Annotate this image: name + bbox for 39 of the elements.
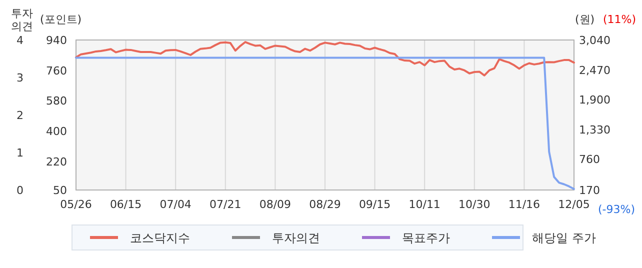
- x-tick-label: 10/30: [458, 198, 490, 211]
- legend-label: 목표주가: [402, 231, 450, 245]
- x-tick-label: 06/15: [110, 198, 142, 211]
- x-tick-label: 09/15: [358, 198, 391, 211]
- x-tick-label: 07/04: [160, 198, 192, 211]
- y-tick-label: 0: [16, 184, 24, 197]
- x-tick-label: 08/09: [259, 198, 292, 211]
- text: (11%): [603, 13, 636, 26]
- y2-axis-title: (포인트): [40, 13, 82, 26]
- line-series: [75, 56, 575, 190]
- line-series: [75, 41, 575, 76]
- y2-tick-label: 940: [46, 34, 67, 47]
- y3-tick-label: 170: [579, 184, 600, 197]
- y2-tick-label: 400: [46, 125, 67, 138]
- y3-tick-label: 2,470: [579, 64, 610, 77]
- y2-tick-label: 760: [46, 64, 67, 78]
- y2-tick-label: 220: [46, 155, 67, 168]
- y3-axis-title: (원): [575, 13, 595, 26]
- y2-tick-label: 50: [53, 184, 67, 197]
- legend-label: 투자의견: [272, 231, 320, 245]
- x-tick-label: 10/11: [408, 198, 440, 211]
- y-tick-label: 3: [16, 72, 24, 84]
- x-tick-label: 05/26: [60, 198, 92, 211]
- y3-tick-label: 1,900: [579, 94, 610, 107]
- y-tick-label: 1: [16, 146, 24, 160]
- y-tick-label: 2: [16, 109, 24, 122]
- y3-tick-label: 760: [579, 153, 600, 166]
- legend-label: 해당일 주가: [532, 231, 596, 245]
- x-tick-label: 12/05: [558, 198, 590, 211]
- text: (-93%): [598, 203, 636, 216]
- y3-tick-label: 3,040: [579, 34, 610, 47]
- x-tick-label: 11/16: [508, 198, 540, 211]
- legend-label: 코스닥지수: [130, 231, 190, 245]
- x-tick-label: 08/29: [309, 198, 341, 211]
- y3-tick-label: 1,330: [579, 123, 610, 136]
- y2-tick-label: 580: [46, 94, 67, 108]
- y-axis-title: 투자의견: [11, 7, 33, 33]
- x-tick-label: 07/21: [210, 198, 242, 211]
- y-tick-label: 4: [16, 34, 24, 47]
